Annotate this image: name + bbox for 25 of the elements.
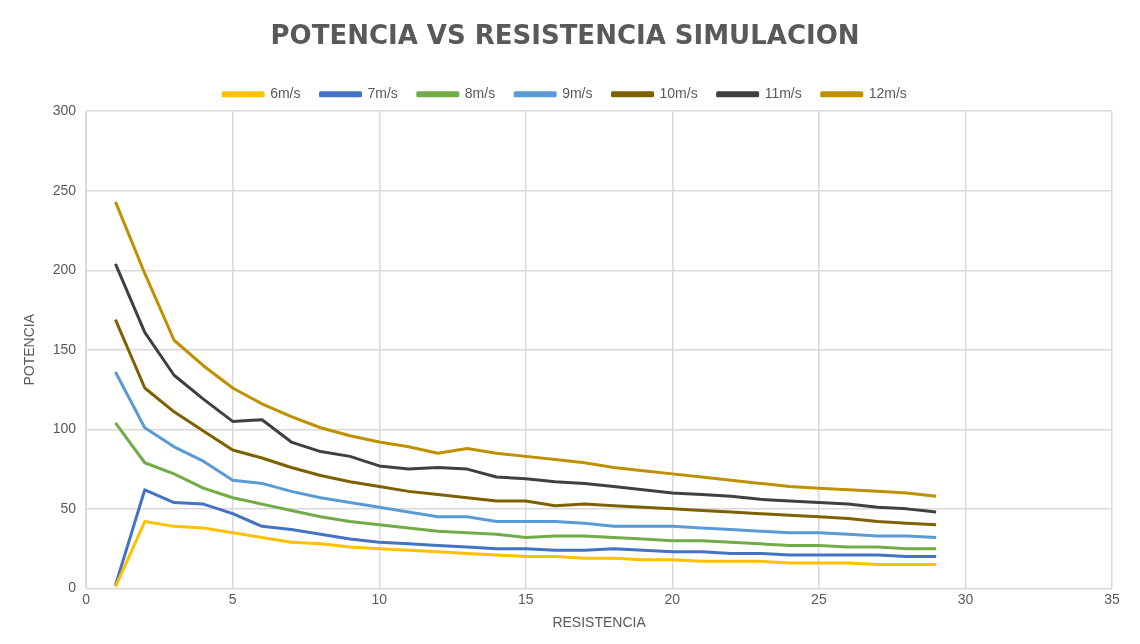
legend-label: 8m/s	[464, 85, 496, 102]
x-tick-label: 5	[228, 590, 237, 607]
legend-label: 6m/s	[270, 85, 301, 102]
y-axis-title: POTENCIA	[21, 313, 38, 386]
y-tick-label: 50	[60, 499, 77, 516]
y-tick-label: 200	[52, 261, 77, 278]
legend-label: 11m/s	[764, 85, 802, 102]
x-tick-label: 10	[371, 590, 388, 607]
legend-label: 9m/s	[562, 85, 593, 102]
x-axis-title: RESISTENCIA	[552, 614, 647, 631]
y-tick-label: 100	[52, 420, 77, 437]
legend-label: 7m/s	[367, 85, 398, 102]
y-tick-label: 0	[68, 579, 77, 596]
legend-label: 12m/s	[868, 85, 907, 102]
x-tick-label: 20	[664, 590, 681, 607]
y-tick-label: 250	[52, 181, 77, 198]
legend-label: 10m/s	[659, 85, 698, 102]
chart-title: POTENCIA VS RESISTENCIA SIMULACION	[270, 20, 860, 51]
x-tick-label: 0	[82, 590, 91, 607]
x-tick-label: 35	[1104, 590, 1120, 607]
x-tick-label: 15	[518, 590, 534, 607]
y-tick-label: 150	[52, 340, 77, 357]
y-tick-label: 300	[52, 102, 77, 119]
x-tick-label: 30	[957, 590, 974, 607]
x-tick-label: 25	[811, 590, 827, 607]
